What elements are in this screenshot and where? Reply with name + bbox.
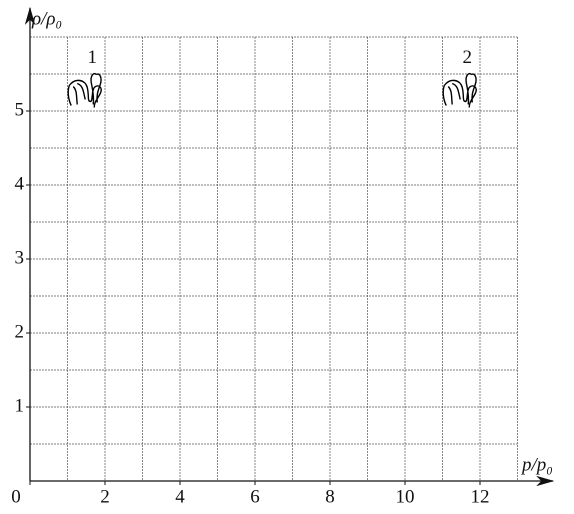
y-tick-label: 5: [15, 99, 25, 120]
y-axis-label: ρ/ρ₀: [31, 8, 62, 29]
state-marker: [68, 74, 101, 108]
x-tick-label: 4: [175, 486, 185, 507]
chart: ρ/ρ₀ p/p₀ 0246810121234512: [0, 0, 574, 514]
x-tick-label: 6: [250, 486, 260, 507]
y-tick-label: 1: [15, 395, 25, 416]
x-tick-label: 8: [325, 486, 335, 507]
state-marker: [443, 74, 476, 108]
y-tick-label: 2: [15, 321, 25, 342]
x-tick-label: 2: [100, 486, 110, 507]
point-label: 2: [463, 47, 473, 68]
x-tick-label: 0: [11, 486, 21, 507]
y-tick-label: 4: [15, 173, 25, 194]
point-label: 1: [88, 47, 98, 68]
y-tick-label: 3: [15, 247, 25, 268]
x-tick-label: 12: [471, 486, 490, 507]
x-axis-label: p/p₀: [520, 454, 553, 475]
x-tick-label: 10: [396, 486, 415, 507]
